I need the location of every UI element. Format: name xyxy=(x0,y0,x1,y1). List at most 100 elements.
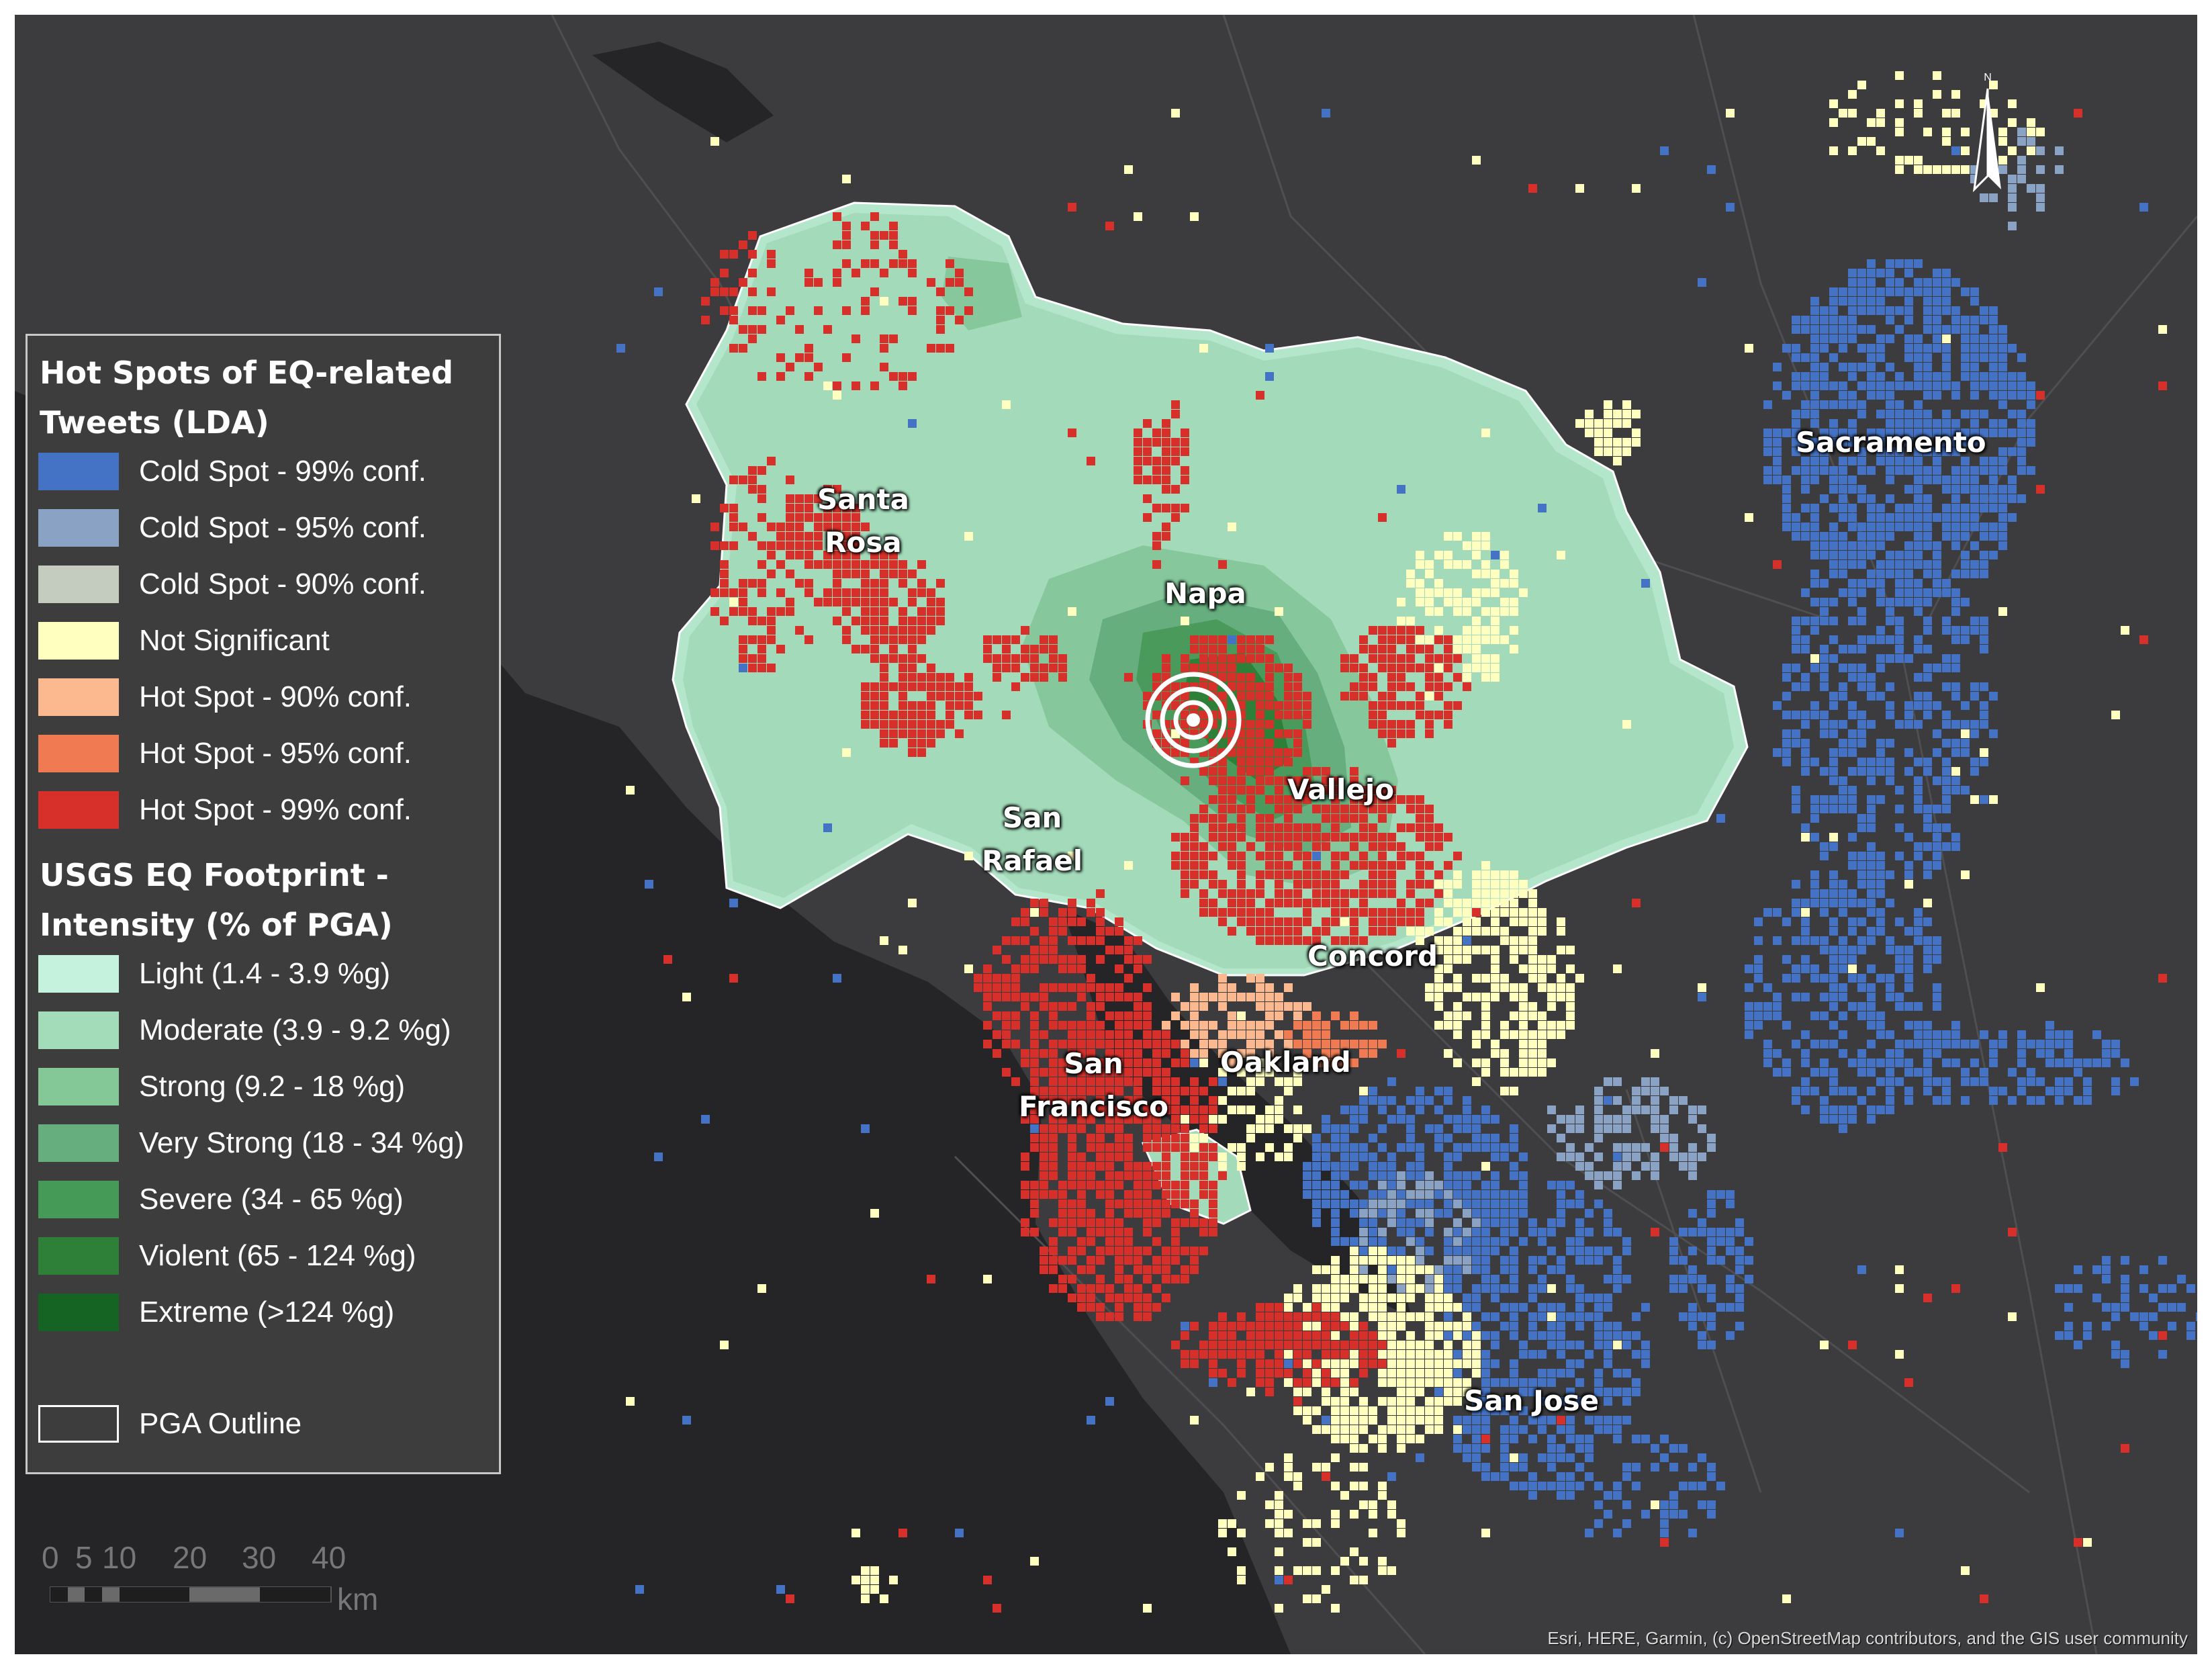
hotspot-cell xyxy=(1848,729,1857,738)
hotspot-cell xyxy=(1886,899,1894,907)
hotspot-cell xyxy=(1256,983,1264,992)
hotspot-cell xyxy=(1181,692,1189,701)
hotspot-cell xyxy=(1472,1237,1481,1246)
hotspot-cell xyxy=(1848,269,1857,277)
hotspot-cell xyxy=(1886,560,1894,569)
hotspot-cell xyxy=(1453,1190,1462,1199)
hotspot-cell xyxy=(1914,513,1923,522)
hotspot-cell xyxy=(1970,391,1979,400)
hotspot-cell xyxy=(1735,1294,1744,1302)
hotspot-cell xyxy=(1904,560,1913,569)
hotspot-cell xyxy=(1303,720,1311,729)
hotspot-cell xyxy=(1566,1482,1575,1490)
hotspot-cell xyxy=(1754,917,1763,926)
hotspot-cell xyxy=(1312,899,1321,907)
hotspot-cell xyxy=(1857,381,1866,390)
hotspot-cell xyxy=(1651,1115,1659,1124)
hotspot-cell xyxy=(1867,541,1876,550)
hotspot-cell xyxy=(1933,560,1941,569)
hotspot-cell xyxy=(1867,795,1876,804)
hotspot-cell xyxy=(1810,964,1819,973)
hotspot-cell xyxy=(1989,1096,1998,1105)
hotspot-cell xyxy=(1369,1096,1377,1105)
hotspot-cell xyxy=(1453,1181,1462,1189)
hotspot-cell xyxy=(1688,1143,1697,1152)
hotspot-cell xyxy=(1218,1068,1227,1077)
hotspot-cell xyxy=(1810,758,1819,766)
hotspot-cell xyxy=(1970,504,1979,512)
hotspot-cell xyxy=(1933,513,1941,522)
hotspot-cell xyxy=(1199,1134,1208,1142)
hotspot-cell xyxy=(1425,588,1434,597)
hotspot-cell xyxy=(1463,664,1471,672)
hotspot-cell xyxy=(1152,729,1161,738)
hotspot-cell xyxy=(1933,1077,1941,1086)
hotspot-cell xyxy=(1378,1162,1387,1171)
hotspot-cell xyxy=(1801,748,1810,757)
hotspot-cell xyxy=(1980,560,1988,569)
hotspot-cell xyxy=(1810,353,1819,362)
hotspot-cell xyxy=(1453,1331,1462,1340)
hotspot-cell xyxy=(1387,1218,1396,1227)
hotspot-cell xyxy=(1547,1030,1556,1039)
hotspot-cell xyxy=(1886,287,1894,296)
hotspot-cell xyxy=(1820,316,1829,324)
hotspot-cell xyxy=(1557,1453,1565,1462)
hotspot-cell xyxy=(1810,504,1819,512)
hotspot-cell xyxy=(1857,711,1866,719)
hotspot-cell xyxy=(1481,635,1490,644)
map-canvas[interactable]: Santa Rosa Napa Vallejo San Rafael Concord… xyxy=(15,15,2197,1654)
hotspot-cell xyxy=(1425,1096,1434,1105)
hotspot-cell xyxy=(1387,842,1396,851)
hotspot-cell xyxy=(1190,1011,1199,1020)
hotspot-cell xyxy=(1857,880,1866,889)
hotspot-cell xyxy=(1416,1237,1424,1246)
hotspot-cell xyxy=(1387,1359,1396,1368)
hotspot-cell xyxy=(1622,1369,1631,1378)
hotspot-cell xyxy=(1500,1153,1509,1161)
hotspot-cell xyxy=(1867,776,1876,785)
hotspot-cell xyxy=(1237,1162,1246,1171)
hotspot-cell xyxy=(1980,1068,1988,1077)
hotspot-cell xyxy=(1453,1143,1462,1152)
hotspot-cell xyxy=(1839,513,1847,522)
hotspot-cell xyxy=(1575,1190,1584,1199)
hotspot-cell xyxy=(1895,1077,1904,1086)
hotspot-cell xyxy=(1792,682,1800,691)
hotspot-cell xyxy=(1848,852,1857,860)
hotspot-cell xyxy=(1397,1247,1405,1255)
hotspot-cell xyxy=(1472,1190,1481,1199)
hotspot-cell xyxy=(1265,767,1274,776)
hotspot-cell xyxy=(1801,1106,1810,1114)
hotspot-cell xyxy=(1284,701,1293,710)
hotspot-cell xyxy=(1293,1077,1302,1086)
hotspot-cell xyxy=(1594,1106,1603,1114)
hotspot-cell xyxy=(1745,1256,1753,1265)
hotspot-cell xyxy=(1528,1312,1537,1321)
hotspot-cell xyxy=(1594,428,1603,437)
hotspot-cell xyxy=(2074,1096,2082,1105)
hotspot-cell xyxy=(1848,1002,1857,1011)
hotspot-cell xyxy=(1745,1002,1753,1011)
hotspot-cell xyxy=(1481,673,1490,682)
hotspot-cell xyxy=(1218,974,1227,983)
hotspot-cell xyxy=(1199,654,1208,663)
hotspot-cell xyxy=(1557,1397,1565,1406)
hotspot-cell xyxy=(1886,739,1894,748)
hotspot-cell xyxy=(1491,664,1500,672)
hotspot-cell xyxy=(1284,917,1293,926)
hotspot-cell xyxy=(2064,1322,2073,1330)
hotspot-cell xyxy=(1857,1068,1866,1077)
hotspot-cell xyxy=(1340,1058,1349,1067)
hotspot-cell xyxy=(1246,842,1255,851)
hotspot-cell xyxy=(1951,1030,1960,1039)
hotspot-cell xyxy=(1933,1030,1941,1039)
hotspot-cell xyxy=(1857,400,1866,409)
hotspot-cell xyxy=(2149,1331,2158,1340)
hotspot-cell xyxy=(1810,626,1819,635)
hotspot-cell xyxy=(1406,1406,1415,1415)
hotspot-cell xyxy=(1538,1350,1547,1359)
hotspot-cell xyxy=(1876,1077,1885,1086)
hotspot-cell xyxy=(1218,1162,1227,1171)
hotspot-cell xyxy=(1904,720,1913,729)
